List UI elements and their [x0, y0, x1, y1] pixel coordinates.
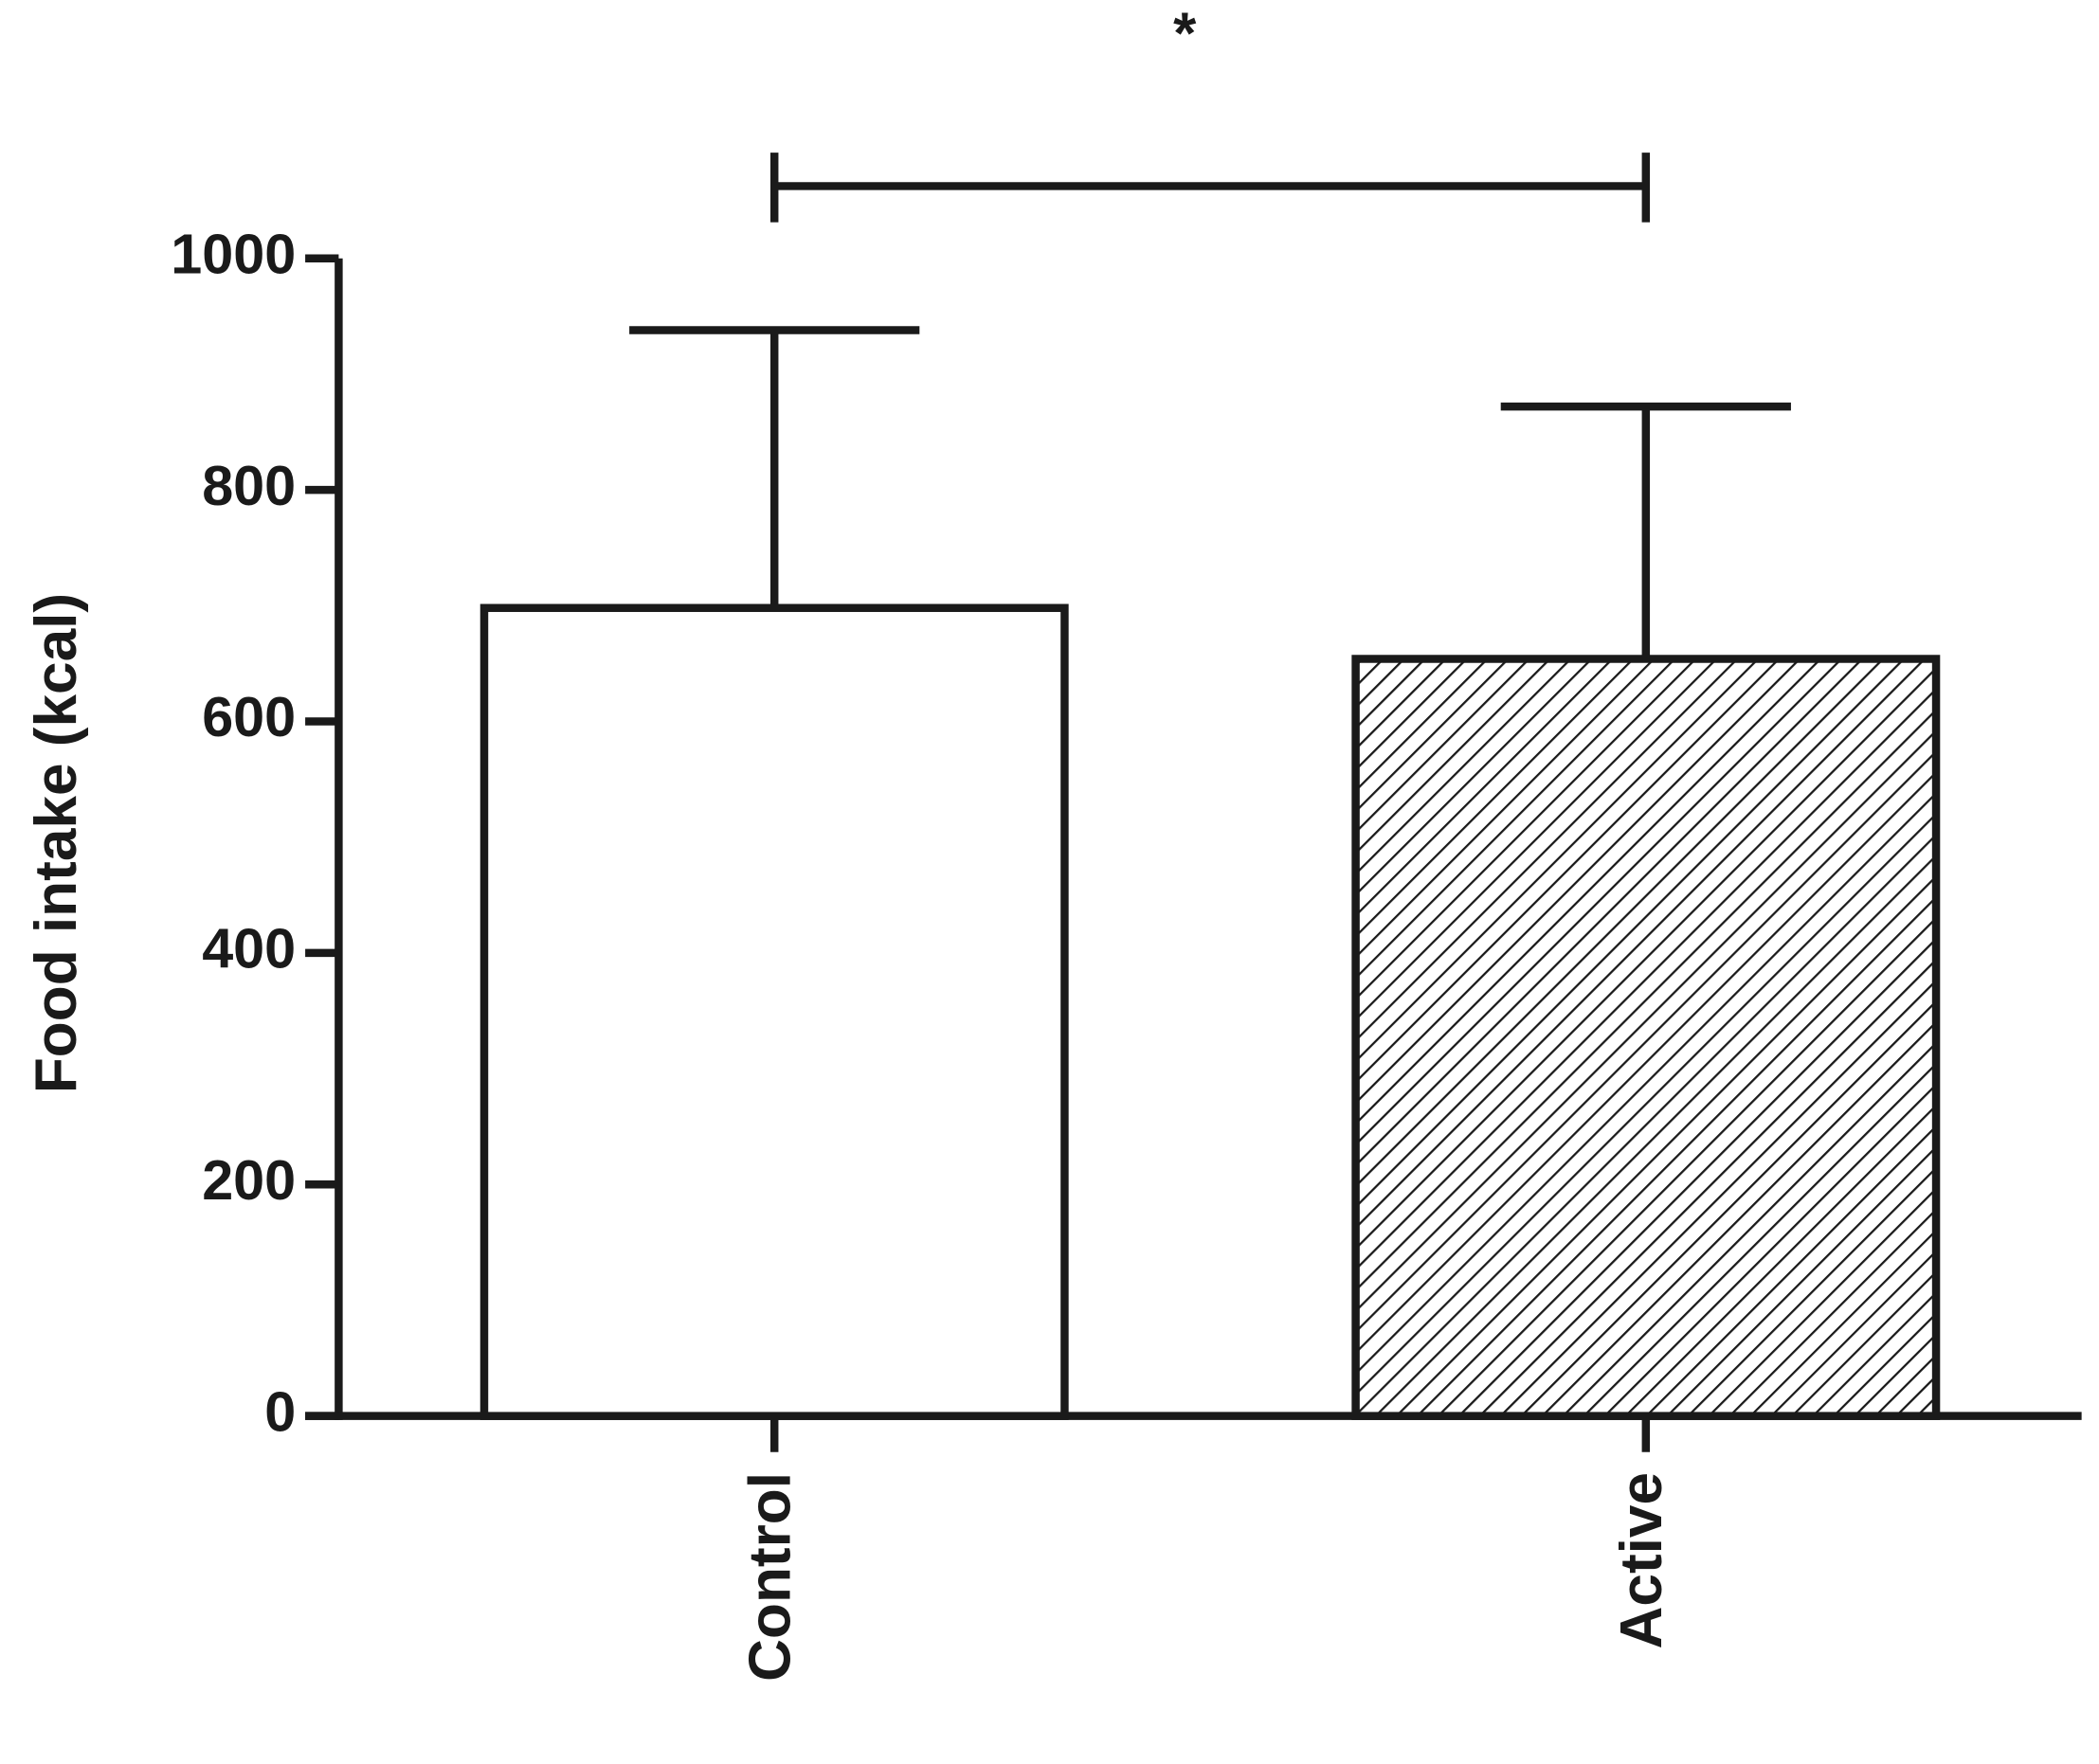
significance-star: *	[1173, 2, 1197, 67]
y-tick-label: 0	[264, 1379, 296, 1443]
x-tick-label: Active	[1609, 1472, 1674, 1649]
y-tick-label: 800	[202, 454, 296, 517]
x-tick-label: Control	[738, 1472, 804, 1682]
bar	[1351, 655, 1941, 1420]
y-tick-label: 400	[202, 917, 296, 981]
y-tick-label: 1000	[171, 222, 296, 285]
y-axis-label: Food intake (kcal)	[24, 593, 89, 1093]
y-tick-label: 200	[202, 1148, 296, 1212]
y-tick-label: 600	[202, 685, 296, 748]
bar	[480, 603, 1069, 1420]
